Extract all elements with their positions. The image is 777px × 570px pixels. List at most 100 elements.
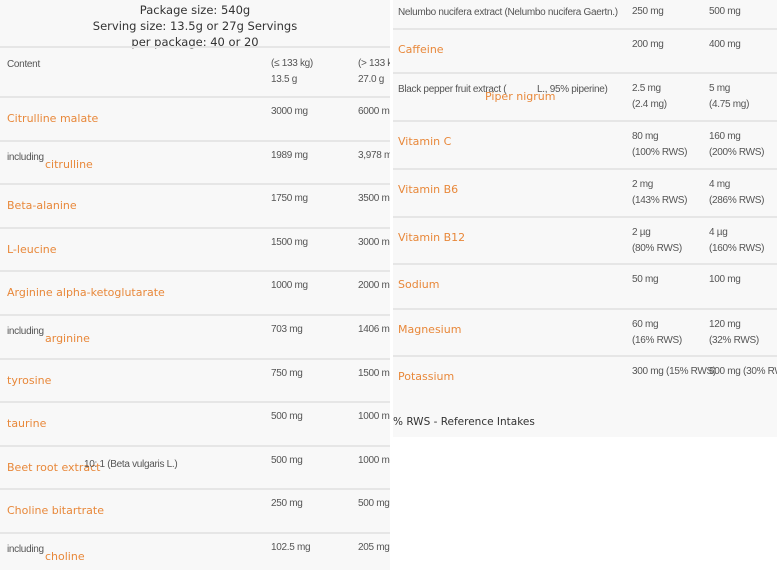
table-row: Black pepper fruit extract (Piper nigrum… xyxy=(393,72,777,120)
table-row: Arginine alpha-ketoglutarate 1000 mg 2000 … xyxy=(0,270,390,314)
col2-header: (> 133 kg) xyxy=(358,58,390,69)
footnote: % RWS - Reference Intakes xyxy=(393,416,535,428)
including-label: including xyxy=(7,326,44,337)
value-col1: 2 mg xyxy=(632,179,654,190)
ingredient-name: L-leucine xyxy=(7,242,57,256)
value-col2-detail: (286% RWS) xyxy=(709,195,765,206)
value-col2: 5 mg xyxy=(709,83,731,94)
right-nutrition-table: Nelumbo nucifera extract (Nelumbo nucife… xyxy=(393,0,777,437)
value-col1: 750 mg xyxy=(271,367,303,379)
table-row: Sodium 50 mg 100 mg xyxy=(393,263,777,308)
value-col2: 400 mg xyxy=(709,39,741,50)
ingredient-text: Nelumbo nucifera extract (Nelumbo nucife… xyxy=(398,7,618,18)
value-col2-detail: (160% RWS) xyxy=(709,243,765,254)
ingredient-name: tyrosine xyxy=(7,373,52,387)
value-col2: 4 µg xyxy=(709,227,728,238)
ingredient-note: L., 95% piperine) xyxy=(537,84,608,95)
value-col1-detail: (100% RWS) xyxy=(632,147,688,158)
value-col2: 6000 mg xyxy=(358,106,390,117)
table-header: Content (≤ 133 kg) 13.5 g (> 133 kg) 27.… xyxy=(0,46,390,97)
including-label: including xyxy=(7,151,44,163)
value-col1: 200 mg xyxy=(632,39,664,50)
value-col2: 500 mg xyxy=(358,498,390,510)
value-col2: 100 mg xyxy=(709,274,741,285)
value-col2: 3500 mg xyxy=(358,193,390,205)
ingredient-name: Sodium xyxy=(398,278,440,291)
value-col2-detail: (200% RWS) xyxy=(709,147,765,158)
value-col1: 2 µg xyxy=(632,227,651,238)
value-col1: 1989 mg xyxy=(271,149,308,161)
ingredient-name: Caffeine xyxy=(398,43,444,56)
value-col2: 2000 mg xyxy=(358,280,390,292)
value-col1: 2.5 mg xyxy=(632,83,661,94)
table-row: including choline 102.5 mg 205 mg xyxy=(0,532,390,570)
left-nutrition-table: Package size: 540g Serving size: 13.5g o… xyxy=(0,0,390,570)
value-col1: 60 mg xyxy=(632,319,659,330)
value-col1: 500 mg xyxy=(271,454,303,466)
table-row: L-leucine 1500 mg 3000 mg xyxy=(0,226,390,271)
value-col1: 250 mg xyxy=(271,498,303,510)
ingredient-name: choline xyxy=(45,550,85,563)
package-info: Package size: 540g Serving size: 13.5g o… xyxy=(0,0,390,49)
value-col2: 600 mg (30% RWS) xyxy=(709,366,777,377)
table-row: tyrosine 750 mg 1500 mg xyxy=(0,357,390,402)
table-row: Vitamin B12 2 µg (80% RWS) 4 µg (160% RWS) xyxy=(393,216,777,263)
ingredient-name: Magnesium xyxy=(398,323,462,336)
value-col2: 205 mg xyxy=(358,542,390,553)
value-col2: 1000 mg xyxy=(358,411,390,423)
table-row: Potassium 300 mg (15% RWS)600 mg (30% RWS… xyxy=(393,355,777,400)
value-col2: 3,978 mg xyxy=(358,149,390,161)
value-col1: 500 mg xyxy=(271,411,303,423)
table-row: Beet root extract 10: 1 (Beta vulgaris L.… xyxy=(0,444,390,489)
value-col1-detail: (2.4 mg) xyxy=(632,99,667,110)
value-col2: 4 mg xyxy=(709,179,731,190)
servings-per-package: per package: 40 or 20 xyxy=(131,35,259,49)
value-col2: 1406 mg xyxy=(358,324,390,335)
table-row: taurine 500 mg 1000 mg xyxy=(0,401,390,445)
serving-size: Serving size: 13.5g or 27g Servings xyxy=(92,19,298,33)
table-row: Nelumbo nucifera extract (Nelumbo nucife… xyxy=(393,0,777,28)
value-col1: 250 mg xyxy=(632,6,664,17)
value-col1: 1500 mg xyxy=(271,236,308,248)
col1-header: (≤ 133 kg) xyxy=(271,58,313,69)
value-col2-detail: (32% RWS) xyxy=(709,335,759,346)
value-col1: 1750 mg xyxy=(271,193,308,205)
content-header: Content xyxy=(7,59,40,70)
ingredient-text: Black pepper fruit extract ( xyxy=(398,84,507,95)
ingredient-name: Vitamin B6 xyxy=(398,183,459,196)
value-col1: 102.5 mg xyxy=(271,542,311,553)
value-col2-detail: (4.75 mg) xyxy=(709,99,750,110)
ingredient-name: Piper nigrum xyxy=(485,90,556,103)
value-col2: 1000 mg xyxy=(358,454,390,466)
value-col2: 3000 mg xyxy=(358,236,390,248)
ingredient-note: 10: 1 (Beta vulgaris L.) xyxy=(84,458,178,470)
value-col1-detail: (143% RWS) xyxy=(632,195,688,206)
value-col1: 703 mg xyxy=(271,324,303,335)
value-col1-detail: (80% RWS) xyxy=(632,243,682,254)
ingredient-name: Arginine alpha-ketoglutarate xyxy=(7,286,165,300)
value-col1: 80 mg xyxy=(632,131,659,142)
ingredient-name: citrulline xyxy=(45,157,93,171)
ingredient-name: Beet root extract xyxy=(7,460,101,474)
value-col2: 160 mg xyxy=(709,131,741,142)
table-row: Magnesium 60 mg (16% RWS) 120 mg (32% RWS) xyxy=(393,308,777,355)
table-row: Choline bitartrate 250 mg 500 mg xyxy=(0,488,390,532)
package-size: Package size: 540g xyxy=(139,3,251,17)
ingredient-name: Citrulline malate xyxy=(7,112,99,125)
ingredient-name: Potassium xyxy=(398,370,455,383)
ingredient-name: Beta-alanine xyxy=(7,199,77,213)
ingredient-name: Vitamin B12 xyxy=(398,231,466,244)
value-col2: 500 mg xyxy=(709,6,741,17)
table-row: Citrulline malate 3000 mg 6000 mg xyxy=(0,96,390,140)
table-row: Beta-alanine 1750 mg 3500 mg xyxy=(0,183,390,227)
including-label: including xyxy=(7,544,44,555)
ingredient-name: Choline bitartrate xyxy=(7,504,105,518)
value-col1: 1000 mg xyxy=(271,280,308,292)
value-col1: 3000 mg xyxy=(271,106,308,117)
table-row: Vitamin C 80 mg (100% RWS) 160 mg (200% RWS) xyxy=(393,120,777,168)
ingredient-name: arginine xyxy=(45,332,90,345)
ingredient-name: taurine xyxy=(7,417,47,431)
table-row: Caffeine 200 mg 400 mg xyxy=(393,28,777,72)
value-col1: 50 mg xyxy=(632,274,659,285)
